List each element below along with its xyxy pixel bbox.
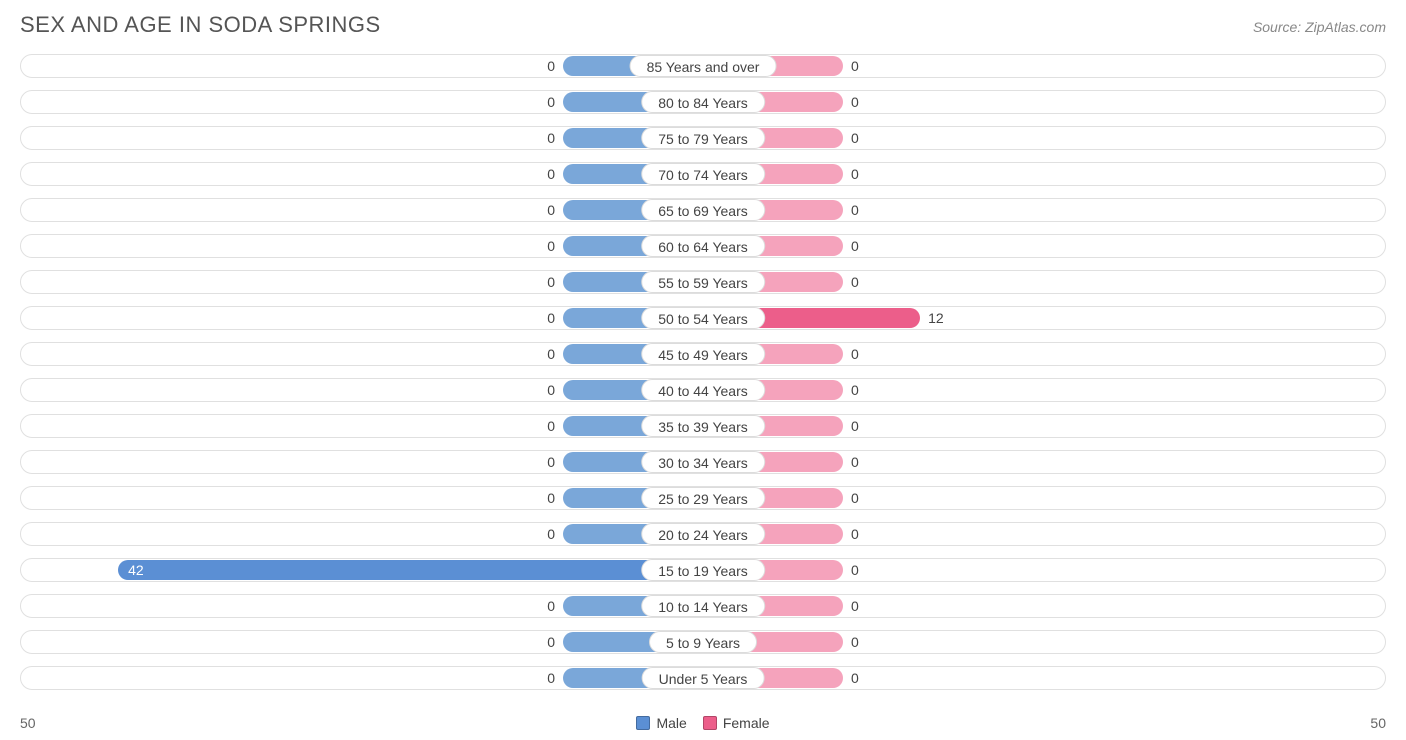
age-group-label: 85 Years and over <box>630 55 777 77</box>
female-value: 0 <box>851 128 859 148</box>
legend-item-female: Female <box>703 715 770 731</box>
male-value: 0 <box>547 452 555 472</box>
female-value: 0 <box>851 632 859 652</box>
age-group-label: 20 to 24 Years <box>641 523 765 545</box>
male-value: 0 <box>547 668 555 688</box>
male-value: 0 <box>547 524 555 544</box>
male-value: 0 <box>547 416 555 436</box>
chart-row: 40 to 44 Years 0 0 <box>20 372 1386 407</box>
chart-row: 70 to 74 Years 0 0 <box>20 156 1386 191</box>
chart-row: 20 to 24 Years 0 0 <box>20 516 1386 551</box>
chart-footer: 50 Male Female 50 <box>20 712 1386 734</box>
legend-item-male: Male <box>636 715 686 731</box>
age-group-label: 70 to 74 Years <box>641 163 765 185</box>
source-attribution: Source: ZipAtlas.com <box>1253 19 1386 35</box>
age-group-label: 5 to 9 Years <box>649 631 757 653</box>
chart-row: 65 to 69 Years 0 0 <box>20 192 1386 227</box>
female-value: 0 <box>851 200 859 220</box>
female-value: 0 <box>851 524 859 544</box>
female-value: 12 <box>928 308 944 328</box>
age-group-label: 65 to 69 Years <box>641 199 765 221</box>
age-group-label: Under 5 Years <box>642 667 765 689</box>
female-value: 0 <box>851 488 859 508</box>
chart-row: 15 to 19 Years 42 0 <box>20 552 1386 587</box>
female-value: 0 <box>851 596 859 616</box>
chart-row: 50 to 54 Years 0 12 <box>20 300 1386 335</box>
male-swatch-icon <box>636 716 650 730</box>
chart-row: 30 to 34 Years 0 0 <box>20 444 1386 479</box>
male-bar <box>118 560 703 580</box>
male-value: 0 <box>547 308 555 328</box>
female-value: 0 <box>851 560 859 580</box>
chart-row: 80 to 84 Years 0 0 <box>20 84 1386 119</box>
chart-title: SEX AND AGE IN SODA SPRINGS <box>20 12 381 38</box>
age-group-label: 30 to 34 Years <box>641 451 765 473</box>
female-value: 0 <box>851 164 859 184</box>
male-value: 0 <box>547 128 555 148</box>
age-group-label: 25 to 29 Years <box>641 487 765 509</box>
header: SEX AND AGE IN SODA SPRINGS Source: ZipA… <box>0 0 1406 46</box>
chart-row: 60 to 64 Years 0 0 <box>20 228 1386 263</box>
female-value: 0 <box>851 236 859 256</box>
female-value: 0 <box>851 416 859 436</box>
chart-row: 35 to 39 Years 0 0 <box>20 408 1386 443</box>
age-group-label: 40 to 44 Years <box>641 379 765 401</box>
population-pyramid-chart: 85 Years and over0080 to 84 Years0075 to… <box>20 48 1386 708</box>
age-group-label: 80 to 84 Years <box>641 91 765 113</box>
chart-row: 45 to 49 Years 0 0 <box>20 336 1386 371</box>
male-value: 0 <box>547 344 555 364</box>
chart-row: 5 to 9 Years 0 0 <box>20 624 1386 659</box>
male-value: 42 <box>128 560 144 580</box>
axis-max-left: 50 <box>20 715 36 731</box>
male-value: 0 <box>547 236 555 256</box>
female-value: 0 <box>851 272 859 292</box>
female-value: 0 <box>851 56 859 76</box>
chart-row: 10 to 14 Years 0 0 <box>20 588 1386 623</box>
male-value: 0 <box>547 164 555 184</box>
male-value: 0 <box>547 56 555 76</box>
age-group-label: 60 to 64 Years <box>641 235 765 257</box>
age-group-label: 50 to 54 Years <box>641 307 765 329</box>
female-swatch-icon <box>703 716 717 730</box>
male-value: 0 <box>547 200 555 220</box>
age-group-label: 75 to 79 Years <box>641 127 765 149</box>
age-group-label: 55 to 59 Years <box>641 271 765 293</box>
female-value: 0 <box>851 380 859 400</box>
chart-row: 25 to 29 Years 0 0 <box>20 480 1386 515</box>
legend-male-label: Male <box>656 715 686 731</box>
chart-row: Under 5 Years 0 0 <box>20 660 1386 695</box>
male-value: 0 <box>547 272 555 292</box>
female-value: 0 <box>851 344 859 364</box>
age-group-label: 35 to 39 Years <box>641 415 765 437</box>
age-group-label: 45 to 49 Years <box>641 343 765 365</box>
age-group-label: 15 to 19 Years <box>641 559 765 581</box>
male-value: 0 <box>547 488 555 508</box>
female-value: 0 <box>851 92 859 112</box>
female-value: 0 <box>851 452 859 472</box>
male-value: 0 <box>547 92 555 112</box>
age-group-label: 10 to 14 Years <box>641 595 765 617</box>
chart-row: 55 to 59 Years 0 0 <box>20 264 1386 299</box>
legend-female-label: Female <box>723 715 770 731</box>
male-value: 0 <box>547 380 555 400</box>
chart-row: 85 Years and over 0 0 <box>20 48 1386 83</box>
male-value: 0 <box>547 632 555 652</box>
female-value: 0 <box>851 668 859 688</box>
axis-max-right: 50 <box>1370 715 1386 731</box>
legend: Male Female <box>636 715 769 731</box>
chart-row: 75 to 79 Years 0 0 <box>20 120 1386 155</box>
male-value: 0 <box>547 596 555 616</box>
